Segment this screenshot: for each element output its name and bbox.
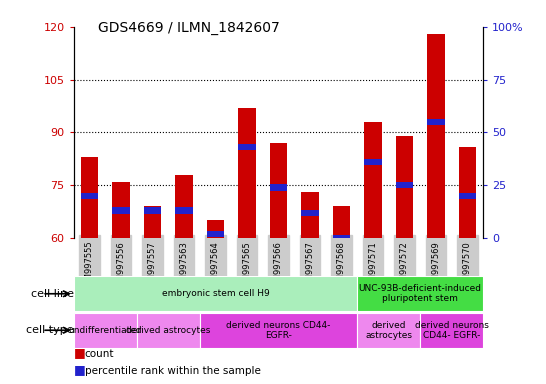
Text: derived neurons
CD44- EGFR-: derived neurons CD44- EGFR- xyxy=(415,321,489,340)
Bar xyxy=(112,207,129,214)
Bar xyxy=(175,207,193,214)
Bar xyxy=(200,313,357,348)
Bar xyxy=(396,182,413,189)
Bar xyxy=(420,313,483,348)
Text: count: count xyxy=(85,349,114,359)
Bar xyxy=(74,276,357,311)
Text: undifferentiated: undifferentiated xyxy=(68,326,142,335)
Bar xyxy=(74,313,136,348)
Bar xyxy=(301,192,319,238)
Bar xyxy=(357,276,483,311)
Bar xyxy=(238,108,256,238)
Bar xyxy=(270,143,287,238)
Text: ■: ■ xyxy=(74,363,86,376)
Bar xyxy=(175,175,193,238)
Text: GDS4669 / ILMN_1842607: GDS4669 / ILMN_1842607 xyxy=(98,21,280,35)
Bar xyxy=(81,157,98,238)
Bar xyxy=(144,207,161,214)
Text: ■: ■ xyxy=(74,346,86,359)
Bar xyxy=(207,220,224,238)
Bar xyxy=(270,184,287,190)
Text: derived neurons CD44-
EGFR-: derived neurons CD44- EGFR- xyxy=(226,321,331,340)
Bar xyxy=(396,136,413,238)
Bar xyxy=(81,193,98,199)
Bar xyxy=(428,34,444,238)
Text: percentile rank within the sample: percentile rank within the sample xyxy=(85,366,260,376)
Bar xyxy=(207,231,224,237)
Bar xyxy=(136,313,200,348)
Bar xyxy=(301,210,319,216)
Text: UNC-93B-deficient-induced
pluripotent stem: UNC-93B-deficient-induced pluripotent st… xyxy=(359,284,482,303)
Bar xyxy=(333,207,350,238)
Bar xyxy=(144,207,161,238)
Bar xyxy=(333,235,350,241)
Bar xyxy=(238,144,256,151)
Bar xyxy=(364,122,382,238)
Text: embryonic stem cell H9: embryonic stem cell H9 xyxy=(162,289,269,298)
Bar xyxy=(112,182,129,238)
Bar xyxy=(459,147,476,238)
Text: derived
astrocytes: derived astrocytes xyxy=(365,321,412,340)
Bar xyxy=(428,119,444,125)
Text: cell line: cell line xyxy=(31,289,74,299)
Bar xyxy=(364,159,382,165)
Bar xyxy=(459,193,476,199)
Bar xyxy=(357,313,420,348)
Text: cell type: cell type xyxy=(26,325,74,335)
Text: derived astrocytes: derived astrocytes xyxy=(126,326,210,335)
